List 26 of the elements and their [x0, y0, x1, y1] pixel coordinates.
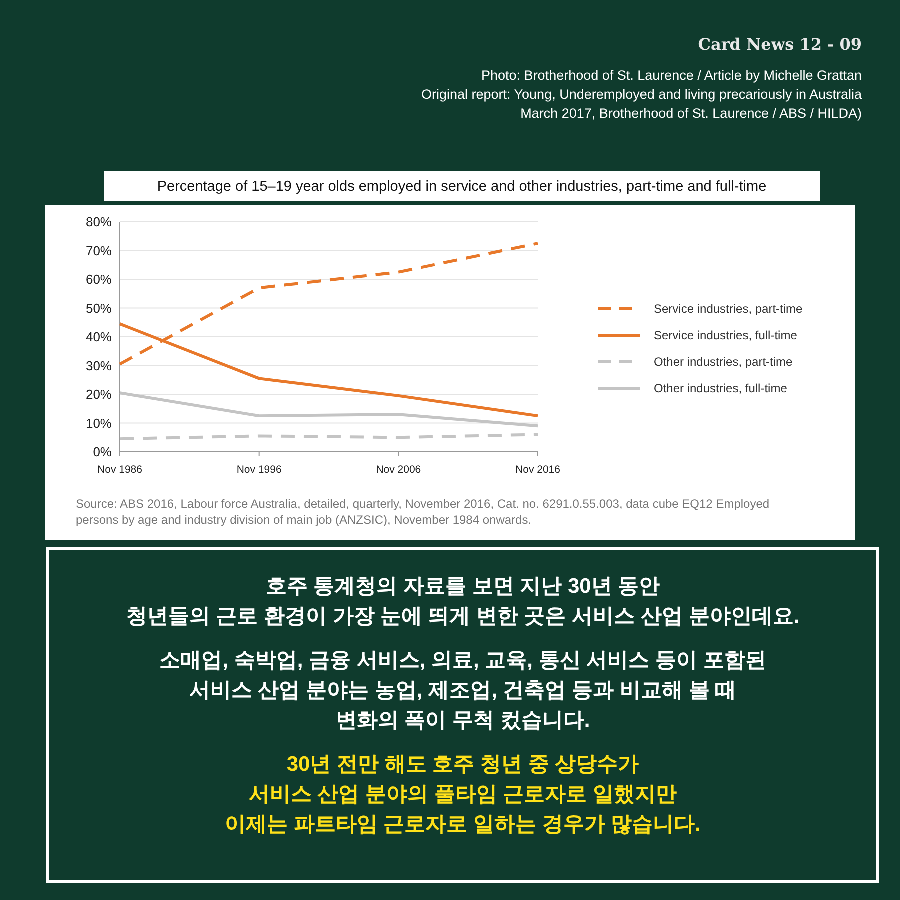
legend-label: Service industries, part-time	[654, 302, 804, 316]
source-note: Source: ABS 2016, Labour force Australia, detailed, quarterly, November 2016, Cat. no. 6291.0.55.003, data cube EQ12 Employed persons by age and industry division of main job (ANZSIC), November 1984 onwards.	[76, 497, 770, 527]
text: Original report: Young, Underemployed and living precariously in Australia March 2017, Brotherhood of St. Laurence / ABS / HILDA)	[421, 87, 862, 121]
text: Card News 12 - 09	[698, 35, 862, 54]
x-tick-label: Nov 1986	[98, 464, 143, 476]
line-series	[118, 392, 540, 428]
x-tick-label: Nov 2006	[376, 464, 422, 476]
y-tick-label: 10%	[86, 416, 112, 431]
text: 호주 통계청의 자료를 보면 지난 30년 동안 청년들의 근로 환경이 가장 눈에 띄게 변한 곳은 서비스 산업 분야인데요.	[126, 575, 800, 628]
text: Photo: Brotherhood of St. Laurence / Article by Michelle Grattan	[482, 68, 862, 83]
y-tick-label: 40%	[86, 330, 112, 344]
chart-title: Percentage of 15–19 year olds employed in service and other industries, part-time and full-time	[157, 179, 767, 195]
text: 소매업, 숙박업, 금융 서비스, 의료, 교육, 통신 서비스 등이 포함된 서비스 산업 분야는 농업, 제조업, 건축업 등과 비교해 볼 때 변화의 폭이 무척 컸습니다.	[160, 649, 766, 732]
y-tick-label: 80%	[86, 214, 112, 230]
y-tick-label: 60%	[86, 272, 112, 287]
y-tick-label: 50%	[86, 300, 112, 316]
text: 30년 전만 해도 호주 청년 중 상당수가 서비스 산업 분야의 풀타임 근로자로 일했지만 이제는 파트타임 근로자로 일하는 경우가 많습니다.	[224, 753, 702, 836]
x-tick-label: Nov 1996	[236, 464, 282, 476]
y-tick-label: 20%	[86, 387, 112, 402]
legend-label: Service industries, full-time	[654, 328, 798, 342]
x-tick-label: Nov 2016	[516, 464, 561, 476]
y-tick-label: 30%	[86, 358, 112, 374]
y-tick-label: 70%	[86, 243, 112, 258]
legend-label: Other industries, part-time	[654, 355, 794, 369]
legend-label: Other industries, full-time	[654, 382, 788, 396]
y-tick-label: 0%	[93, 444, 112, 460]
